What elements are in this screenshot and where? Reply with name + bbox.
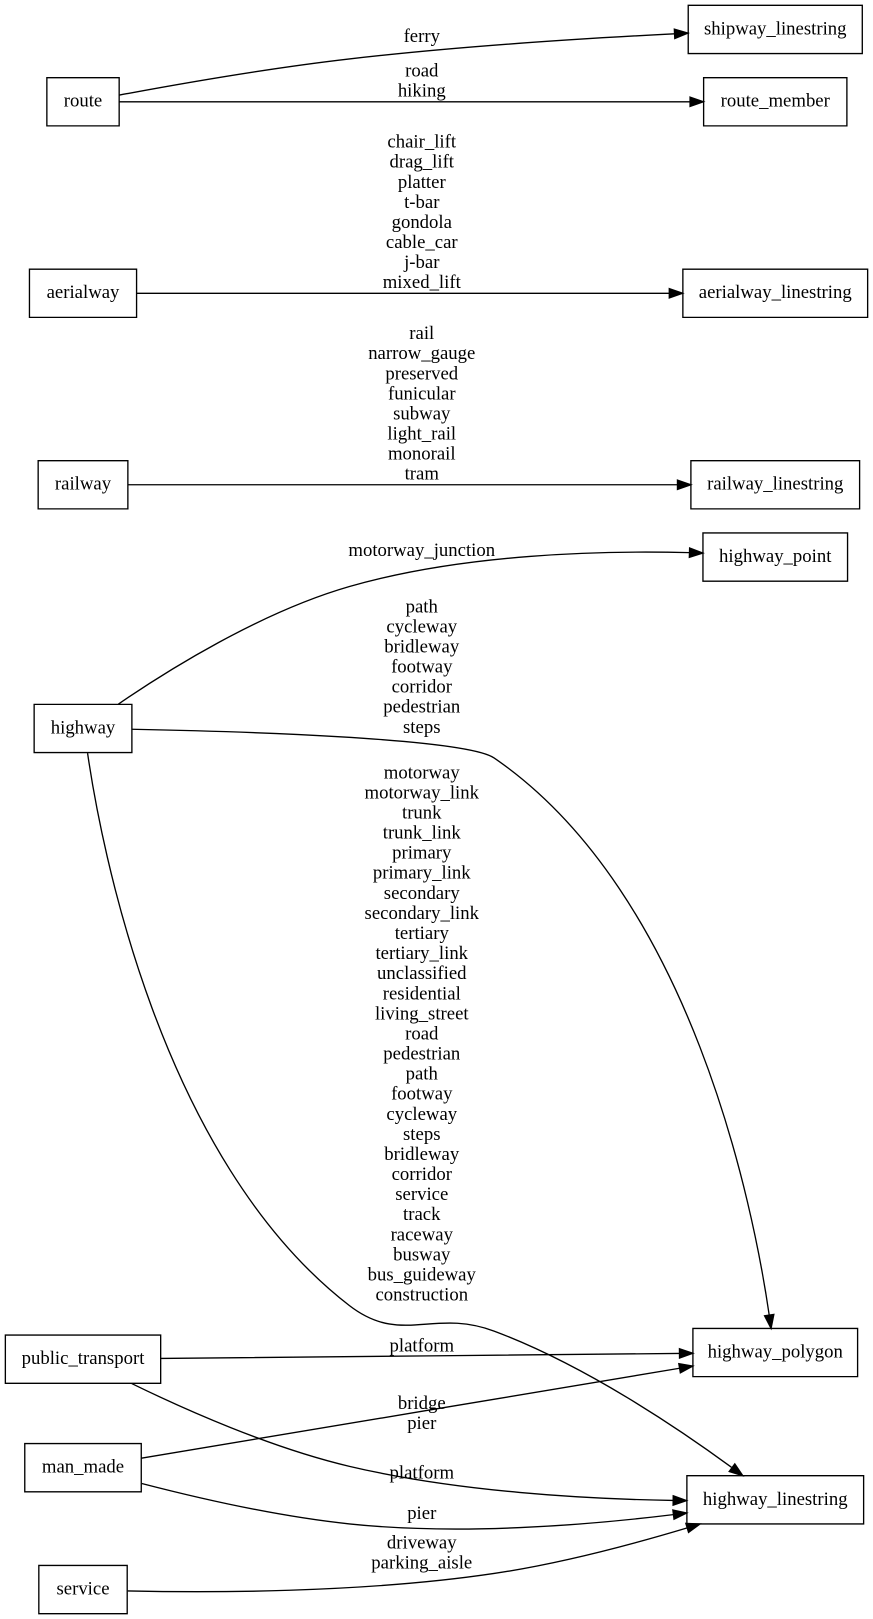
svg-text:motorway: motorway	[384, 762, 461, 783]
svg-text:platter: platter	[398, 172, 447, 193]
svg-text:pedestrian: pedestrian	[383, 697, 461, 718]
svg-text:steps: steps	[403, 717, 440, 738]
svg-text:gondola: gondola	[392, 212, 453, 233]
svg-text:highway_point: highway_point	[719, 546, 832, 567]
svg-text:trunk_link: trunk_link	[383, 823, 462, 844]
svg-text:public_transport: public_transport	[22, 1348, 146, 1369]
svg-text:corridor: corridor	[392, 1164, 453, 1185]
svg-text:parking_aisle: parking_aisle	[371, 1552, 472, 1573]
svg-text:trunk: trunk	[402, 802, 442, 823]
svg-text:monorail: monorail	[388, 444, 456, 465]
svg-text:track: track	[403, 1204, 441, 1225]
svg-text:bridleway: bridleway	[384, 1144, 460, 1165]
svg-text:busway: busway	[393, 1244, 451, 1265]
svg-text:tertiary_link: tertiary_link	[375, 943, 468, 964]
svg-text:bridleway: bridleway	[384, 636, 460, 657]
svg-text:ferry: ferry	[404, 26, 441, 47]
svg-text:railway_linestring: railway_linestring	[707, 474, 844, 495]
svg-text:cycleway: cycleway	[386, 1104, 457, 1125]
svg-text:platform: platform	[390, 1335, 455, 1356]
svg-text:raceway: raceway	[391, 1224, 454, 1245]
svg-text:construction: construction	[375, 1285, 468, 1306]
svg-text:footway: footway	[391, 1084, 453, 1105]
svg-text:highway_linestring: highway_linestring	[703, 1489, 848, 1510]
svg-text:railway: railway	[55, 474, 112, 495]
svg-text:pedestrian: pedestrian	[383, 1044, 461, 1065]
svg-text:light_rail: light_rail	[387, 423, 456, 444]
svg-text:driveway: driveway	[387, 1532, 457, 1553]
svg-text:road: road	[405, 61, 439, 82]
svg-text:corridor: corridor	[392, 677, 453, 698]
svg-text:secondary_link: secondary_link	[365, 903, 480, 924]
svg-text:highway: highway	[51, 717, 116, 738]
svg-text:narrow_gauge: narrow_gauge	[368, 343, 475, 364]
svg-text:hiking: hiking	[398, 81, 447, 102]
svg-text:primary_link: primary_link	[373, 863, 471, 884]
svg-text:service: service	[56, 1578, 109, 1599]
svg-text:footway: footway	[391, 657, 453, 678]
svg-text:unclassified: unclassified	[377, 963, 467, 984]
svg-text:t-bar: t-bar	[404, 192, 440, 213]
svg-text:platform: platform	[390, 1463, 455, 1484]
svg-text:mixed_lift: mixed_lift	[383, 272, 462, 293]
svg-text:shipway_linestring: shipway_linestring	[704, 18, 847, 39]
svg-text:route_member: route_member	[721, 91, 831, 112]
svg-text:pier: pier	[407, 1503, 437, 1524]
svg-text:path: path	[406, 596, 439, 617]
svg-text:residential: residential	[383, 983, 461, 1004]
svg-text:road: road	[405, 1023, 439, 1044]
svg-text:motorway_link: motorway_link	[365, 782, 480, 803]
svg-text:aerialway_linestring: aerialway_linestring	[699, 282, 853, 303]
svg-text:path: path	[406, 1064, 439, 1085]
svg-text:tertiary: tertiary	[395, 923, 450, 944]
svg-text:subway: subway	[393, 403, 451, 424]
svg-text:steps: steps	[403, 1124, 440, 1145]
svg-text:living_street: living_street	[375, 1003, 469, 1024]
svg-text:preserved: preserved	[385, 363, 458, 384]
svg-text:primary: primary	[392, 843, 452, 864]
svg-text:cable_car: cable_car	[386, 232, 459, 253]
svg-text:funicular: funicular	[388, 383, 456, 404]
svg-text:motorway_junction: motorway_junction	[348, 540, 495, 561]
svg-text:route: route	[64, 91, 102, 112]
svg-text:highway_polygon: highway_polygon	[708, 1341, 844, 1362]
svg-text:drag_lift: drag_lift	[390, 152, 455, 173]
svg-text:man_made: man_made	[42, 1457, 124, 1478]
svg-text:pier: pier	[407, 1413, 437, 1434]
svg-text:bus_guideway: bus_guideway	[368, 1264, 477, 1285]
svg-text:rail: rail	[409, 323, 434, 344]
svg-text:secondary: secondary	[384, 883, 461, 904]
svg-text:aerialway: aerialway	[47, 282, 120, 303]
svg-text:j-bar: j-bar	[403, 252, 440, 273]
svg-text:service: service	[395, 1184, 448, 1205]
svg-text:cycleway: cycleway	[386, 616, 457, 637]
svg-text:tram: tram	[405, 464, 440, 485]
svg-text:chair_lift: chair_lift	[387, 132, 456, 153]
